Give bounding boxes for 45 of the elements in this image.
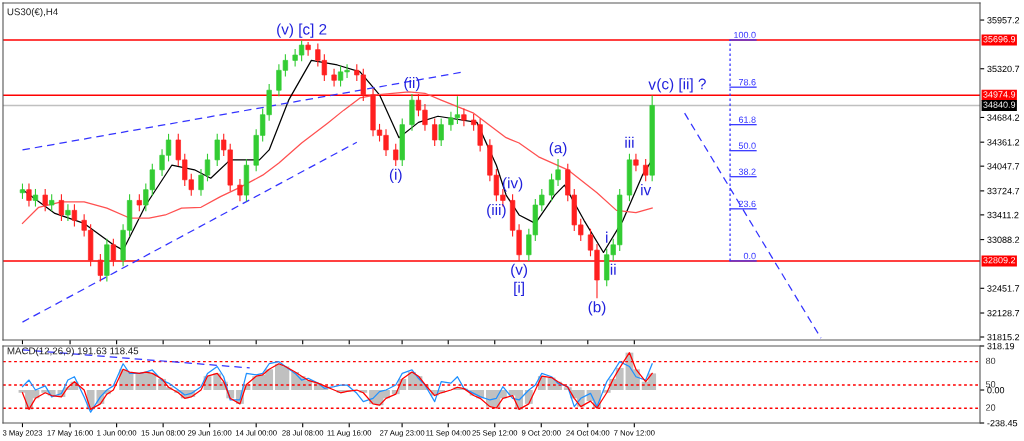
y-tick-label: 32128.7 bbox=[987, 309, 1020, 317]
ref-line-label: 32809.2 bbox=[983, 256, 1016, 264]
y-tick-label: 33088.2 bbox=[987, 236, 1020, 243]
annotation: [i] bbox=[514, 281, 524, 296]
annotation: iii bbox=[625, 136, 634, 148]
series-label: 61.8 bbox=[738, 116, 756, 123]
ref-line-label: 35696.9 bbox=[983, 36, 1016, 43]
series-label: 23.6 bbox=[738, 200, 756, 208]
ref-line-label: 34840.9 bbox=[983, 101, 1016, 108]
annotation: (a) bbox=[549, 142, 567, 157]
y-tick-label: 33411.2 bbox=[987, 211, 1019, 219]
series-label: 0.0 bbox=[743, 252, 756, 260]
annotation: i bbox=[606, 231, 608, 243]
y-tick-label: 32451.7 bbox=[987, 285, 1020, 292]
annotation: (b) bbox=[588, 301, 606, 316]
annotation: 50 bbox=[985, 381, 996, 388]
annotation: iv bbox=[641, 184, 652, 196]
annotation: (v) [c] 2 bbox=[277, 23, 327, 38]
chart-title: MACD(12,26,9) 191.63 118.45 bbox=[7, 347, 139, 357]
y-tick-label: -238.45 bbox=[987, 419, 1018, 427]
y-tick-label: 31815.2 bbox=[987, 333, 1020, 341]
y-tick-label: 34361.2 bbox=[987, 139, 1020, 146]
series-label: 100.0 bbox=[734, 31, 756, 39]
annotation: (i) bbox=[389, 168, 402, 183]
ref-line-label: 34974.9 bbox=[983, 91, 1016, 98]
chart-title: US30(€),H4 bbox=[7, 8, 58, 18]
series-label: 50.0 bbox=[738, 142, 756, 149]
annotation: (ii) bbox=[404, 77, 420, 92]
annotation: ii bbox=[610, 263, 616, 275]
y-tick-label: 34684.2 bbox=[987, 114, 1020, 121]
y-tick-label: 0.00 bbox=[987, 386, 1005, 394]
y-tick-label: 33724.7 bbox=[987, 187, 1020, 195]
annotation: (v) bbox=[511, 263, 528, 278]
annotation: 80 bbox=[985, 357, 996, 365]
annotation: v bbox=[648, 81, 656, 90]
series-label: 78.6 bbox=[738, 79, 756, 86]
y-tick-label: 35320.7 bbox=[987, 65, 1020, 73]
y-tick-label: 318.19 bbox=[987, 342, 1015, 350]
annotation: (iii) bbox=[487, 203, 506, 219]
annotation: (iv) bbox=[502, 177, 523, 192]
y-tick-label: 35957.2 bbox=[987, 17, 1020, 24]
series-label: 38.2 bbox=[738, 168, 756, 175]
annotation: (c) [ii] ? bbox=[657, 78, 706, 93]
y-tick-label: 34047.7 bbox=[987, 163, 1020, 170]
annotation: 20 bbox=[986, 404, 996, 411]
